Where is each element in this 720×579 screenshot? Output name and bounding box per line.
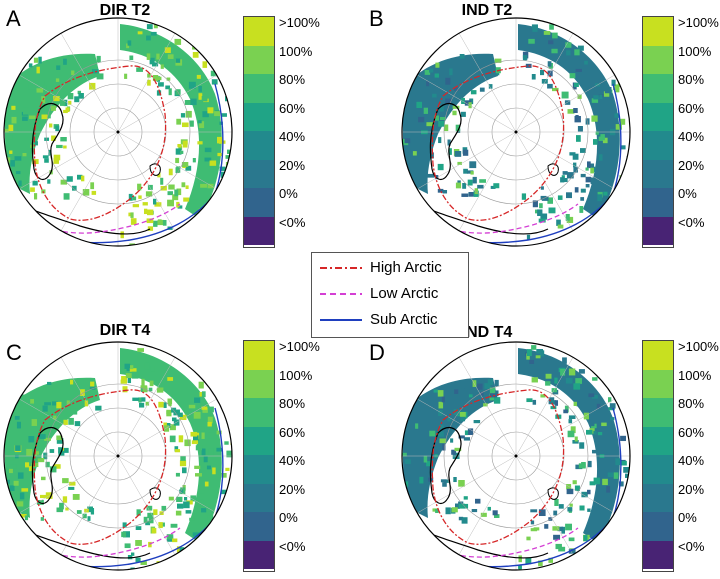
colorbar-segment — [643, 341, 673, 370]
colorbar-segment — [643, 216, 673, 245]
colorbar-tick-label: 0% — [279, 510, 298, 525]
colorbar-tick-label: 20% — [279, 481, 306, 497]
land-shade-east — [120, 348, 222, 543]
colorbar-tick-label: 100% — [678, 43, 712, 59]
colorbar-segment — [643, 159, 673, 188]
colorbar-segment — [244, 483, 274, 512]
colorbar-tick-label: 80% — [678, 396, 705, 411]
colorbar-segment — [244, 45, 274, 74]
land-shade-east — [120, 24, 222, 219]
colorbar-segment — [244, 159, 274, 188]
colorbar-tick-label: 0% — [678, 186, 697, 201]
colorbar-tick-label: >100% — [678, 339, 719, 354]
colorbar-tick-label: >100% — [678, 15, 719, 30]
colorbar-tick-label: 40% — [279, 129, 306, 144]
colorbar-segment — [244, 540, 274, 569]
colorbar-tick-label: <0% — [279, 538, 306, 554]
polar-map-c — [3, 341, 233, 571]
colorbar-tick-label: 80% — [678, 72, 705, 87]
colorbar-segment — [244, 188, 274, 217]
colorbar-tick-label: 40% — [678, 129, 705, 144]
colorbar-d — [642, 340, 674, 572]
panel-title-b: IND T2 — [461, 2, 513, 19]
solid-line-icon — [320, 319, 362, 321]
polar-map-b — [401, 17, 631, 247]
legend-item-sub-arctic: Sub Arctic — [318, 309, 468, 333]
colorbar-segment — [643, 188, 673, 217]
colorbar-segment — [244, 426, 274, 455]
colorbar-segment — [643, 369, 673, 398]
colorbar-tick-label: 20% — [279, 157, 306, 173]
land-shade-east — [518, 24, 620, 219]
colorbar-tick-label: 40% — [279, 453, 306, 468]
colorbar-tick-label: 40% — [678, 453, 705, 468]
colorbar-tick-label: 100% — [678, 367, 712, 383]
polar-map-d — [401, 341, 631, 571]
panel-title-a: DIR T2 — [99, 2, 151, 19]
panel-letter-b: B — [369, 6, 384, 31]
colorbar-segment — [643, 17, 673, 46]
colorbar-segment — [244, 216, 274, 245]
colorbar-tick-label: <0% — [678, 538, 705, 554]
colorbar-tick-label: 60% — [279, 424, 306, 440]
colorbar-tick-label: <0% — [279, 214, 306, 230]
panel-title-c: DIR T4 — [99, 322, 151, 339]
colorbar-tick-label: 100% — [279, 367, 313, 383]
colorbar-segment — [643, 483, 673, 512]
panel-letter-d: D — [369, 340, 385, 365]
colorbar-segment — [244, 455, 274, 484]
legend-item-high-arctic: High Arctic — [318, 257, 468, 281]
colorbar-segment — [244, 341, 274, 370]
colorbar-tick-label: 0% — [678, 510, 697, 525]
legend-label-sub-arctic: Sub Arctic — [370, 311, 438, 328]
colorbar-segment — [244, 74, 274, 103]
polar-map-a — [3, 17, 233, 247]
land-shade-west — [402, 377, 498, 518]
colorbar-segment — [643, 426, 673, 455]
panel-title-d: IND T4 — [461, 324, 513, 341]
colorbar-segment — [643, 74, 673, 103]
panel-letter-a: A — [6, 6, 21, 31]
legend-label-low-arctic: Low Arctic — [370, 285, 439, 302]
colorbar-tick-label: 80% — [279, 396, 306, 411]
colorbar-segment — [244, 131, 274, 160]
colorbar-segment — [643, 102, 673, 131]
colorbar-tick-label: >100% — [279, 339, 320, 354]
colorbar-tick-label: 80% — [279, 72, 306, 87]
colorbar-segment — [643, 455, 673, 484]
colorbar-segment — [643, 131, 673, 160]
legend-label-high-arctic: High Arctic — [370, 259, 442, 276]
colorbar-tick-label: <0% — [678, 214, 705, 230]
colorbar-b — [642, 16, 674, 248]
colorbar-a — [243, 16, 275, 248]
colorbar-tick-label: 20% — [678, 157, 705, 173]
colorbar-c — [243, 340, 275, 572]
colorbar-segment — [643, 512, 673, 541]
colorbar-tick-label: 20% — [678, 481, 705, 497]
colorbar-segment — [244, 369, 274, 398]
colorbar-segment — [244, 512, 274, 541]
dash-dot-line-icon — [320, 267, 362, 269]
colorbar-tick-label: 100% — [279, 43, 313, 59]
colorbar-tick-label: 60% — [279, 100, 306, 116]
land-shade-west — [402, 53, 498, 194]
colorbar-segment — [643, 45, 673, 74]
colorbar-segment — [244, 17, 274, 46]
dashed-line-icon — [320, 293, 362, 295]
colorbar-segment — [643, 540, 673, 569]
region-legend: High Arctic Low Arctic Sub Arctic — [311, 252, 469, 338]
colorbar-segment — [244, 102, 274, 131]
colorbar-tick-label: 60% — [678, 100, 705, 116]
colorbar-tick-label: >100% — [279, 15, 320, 30]
land-shade-west — [4, 377, 101, 518]
colorbar-segment — [643, 398, 673, 427]
colorbar-tick-label: 60% — [678, 424, 705, 440]
colorbar-tick-label: 0% — [279, 186, 298, 201]
colorbar-segment — [244, 398, 274, 427]
legend-item-low-arctic: Low Arctic — [318, 283, 468, 307]
panel-letter-c: C — [6, 340, 22, 365]
